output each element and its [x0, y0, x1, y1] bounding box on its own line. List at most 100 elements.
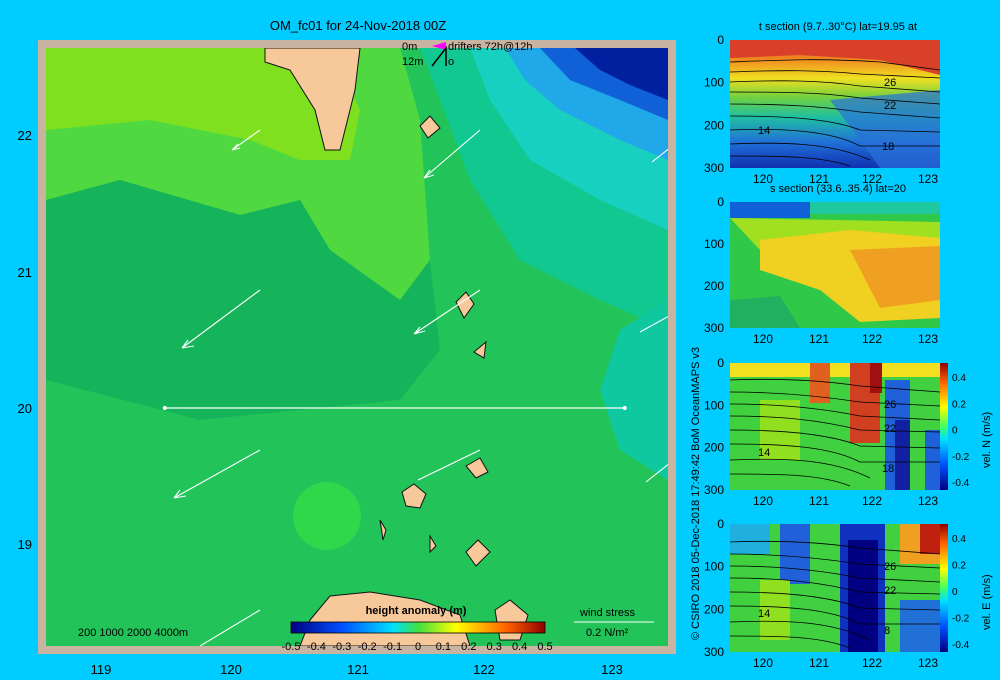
vel-n-colorbar-label: vel. N (m/s) [981, 412, 993, 468]
wind-stress-scale: 0.2 N/m² [586, 627, 629, 639]
y-tick-label: 19 [18, 537, 32, 552]
wind-stress-label: wind stress [579, 607, 636, 619]
section-x-tick-label: 120 [753, 494, 773, 508]
x-tick-label: 122 [473, 662, 495, 677]
x-tick-label: 120 [220, 662, 242, 677]
y-tick-label: 22 [18, 128, 32, 143]
height-anomaly-colorbar: height anomaly (m) -0.5 -0.4 -0.3 -0.2 -0.1 0… [282, 605, 553, 653]
y-tick-label: 20 [18, 401, 32, 416]
section-title: s section (33.6..35.4) lat=20 [770, 183, 906, 195]
colorbar-tick-label: 0 [415, 641, 421, 653]
wind-arrows [173, 129, 668, 646]
section-y-tick-label: 200 [704, 441, 724, 455]
vel-colorbar [940, 363, 948, 490]
section-y-tick-label: 0 [717, 356, 724, 370]
legend-depth-12m: 12m [402, 56, 423, 68]
map-y-tick-labels: 22 21 20 19 [18, 128, 32, 552]
section-axes: 0 100 200 300 120 121 122 123 0 100 200 300 120 121 12… [704, 33, 970, 670]
map-title: OM_fc01 for 24-Nov-2018 00Z [270, 18, 446, 33]
section-y-tick-label: 300 [704, 483, 724, 497]
t-section-panel: t section (9.7..30°C) lat=19.95 at 26 22… [729, 21, 941, 168]
x-tick-label: 123 [601, 662, 623, 677]
vel-colorbar-tick-label: -0.2 [952, 452, 970, 463]
colorbar-tick-label: 0.3 [487, 641, 502, 653]
legend-drifters: drifters 72h@12h [448, 41, 533, 53]
section-title: t section (9.7..30°C) lat=19.95 at [759, 21, 917, 33]
contour-label: 18 [882, 463, 894, 475]
section-x-tick-label: 121 [809, 494, 829, 508]
contour-label: 26 [884, 399, 896, 411]
section-x-tick-label: 123 [918, 494, 938, 508]
contour-label: 14 [758, 125, 770, 137]
colorbar-tick-label: -0.5 [282, 641, 301, 653]
section-x-tick-label: 120 [753, 656, 773, 670]
colorbar-gradient [290, 621, 546, 634]
vel-colorbar [940, 524, 948, 652]
section-line-start [162, 406, 167, 410]
section-x-tick-label: 121 [809, 172, 829, 186]
vel-e-colorbar-label: vel. E (m/s) [981, 574, 993, 630]
colorbar-tick-label: 0.2 [461, 641, 476, 653]
section-y-tick-label: 100 [704, 398, 724, 412]
section-y-tick-label: 100 [704, 237, 724, 251]
section-x-tick-label: 123 [918, 656, 938, 670]
section-line-end [622, 406, 627, 410]
vel-n-section-panel: 26 22 14 18 [729, 363, 948, 490]
vel-colorbar-tick-label: 0.4 [952, 373, 966, 384]
contour-label: 22 [884, 100, 896, 112]
x-tick-label: 119 [91, 662, 112, 677]
legend-depth-0m: 0m [402, 41, 417, 53]
vel-e-section-panel: 26 22 14 8 [729, 524, 948, 652]
vel-colorbar-tick-label: 0 [952, 426, 958, 437]
vel-colorbar-tick-label: 0.4 [952, 534, 966, 545]
drifter-legend: 0m drifters 72h@12h 12m o [402, 41, 533, 68]
section-y-tick-label: 200 [704, 279, 724, 293]
x-tick-label: 121 [347, 662, 369, 677]
section-x-tick-label: 122 [862, 332, 882, 346]
wind-stress-legend: wind stress 0.2 N/m² [574, 607, 654, 639]
contour-label: 8 [884, 625, 890, 637]
section-y-tick-label: 0 [717, 195, 724, 209]
contour-label: 18 [882, 141, 894, 153]
colorbar-tick-label: -0.3 [332, 641, 351, 653]
contour-label: 22 [884, 585, 896, 597]
map-x-tick-labels: 119 120 121 122 123 [91, 662, 623, 677]
y-tick-label: 21 [18, 265, 32, 280]
section-y-tick-label: 300 [704, 321, 724, 335]
section-x-tick-label: 121 [809, 332, 829, 346]
section-x-tick-label: 122 [862, 494, 882, 508]
section-x-tick-label: 123 [918, 332, 938, 346]
section-x-tick-label: 123 [918, 172, 938, 186]
section-x-tick-label: 121 [809, 656, 829, 670]
section-y-tick-label: 300 [704, 645, 724, 659]
height-anomaly-field [46, 48, 668, 646]
contour-label: 14 [758, 608, 770, 620]
section-y-tick-label: 300 [704, 161, 724, 175]
legend-o: o [448, 56, 454, 68]
colorbar-tick-label: -0.4 [307, 641, 326, 653]
section-x-tick-label: 120 [753, 172, 773, 186]
colorbar-tick-label: -0.1 [383, 641, 402, 653]
s-section-panel: s section (33.6..35.4) lat=20 [730, 183, 940, 328]
drifter-arrow-icon [431, 45, 447, 67]
section-y-tick-label: 0 [717, 517, 724, 531]
vel-colorbar-tick-label: -0.4 [952, 640, 970, 651]
section-y-tick-label: 100 [704, 560, 724, 574]
vel-colorbar-tick-label: 0.2 [952, 561, 966, 572]
vel-colorbar-tick-label: 0 [952, 587, 958, 598]
bathymetry-label: 200 1000 2000 4000m [78, 627, 188, 639]
section-y-tick-label: 100 [704, 76, 724, 90]
colorbar-tick-label: 0.5 [537, 641, 552, 653]
credit-text: © CSIRO 2018 05-Dec-2018 17:49:42 BoM Oc… [690, 347, 702, 640]
vel-colorbar-tick-label: 0.2 [952, 399, 966, 410]
contour-label: 26 [884, 561, 896, 573]
vel-colorbar-tick-label: -0.2 [952, 614, 970, 625]
section-y-tick-label: 200 [704, 602, 724, 616]
colorbar-tick-label: 0.4 [512, 641, 527, 653]
contour-label: 22 [884, 423, 896, 435]
section-x-tick-label: 120 [753, 332, 773, 346]
colorbar-tick-label: 0.1 [436, 641, 451, 653]
section-y-tick-label: 200 [704, 118, 724, 132]
section-y-tick-label: 0 [717, 33, 724, 47]
